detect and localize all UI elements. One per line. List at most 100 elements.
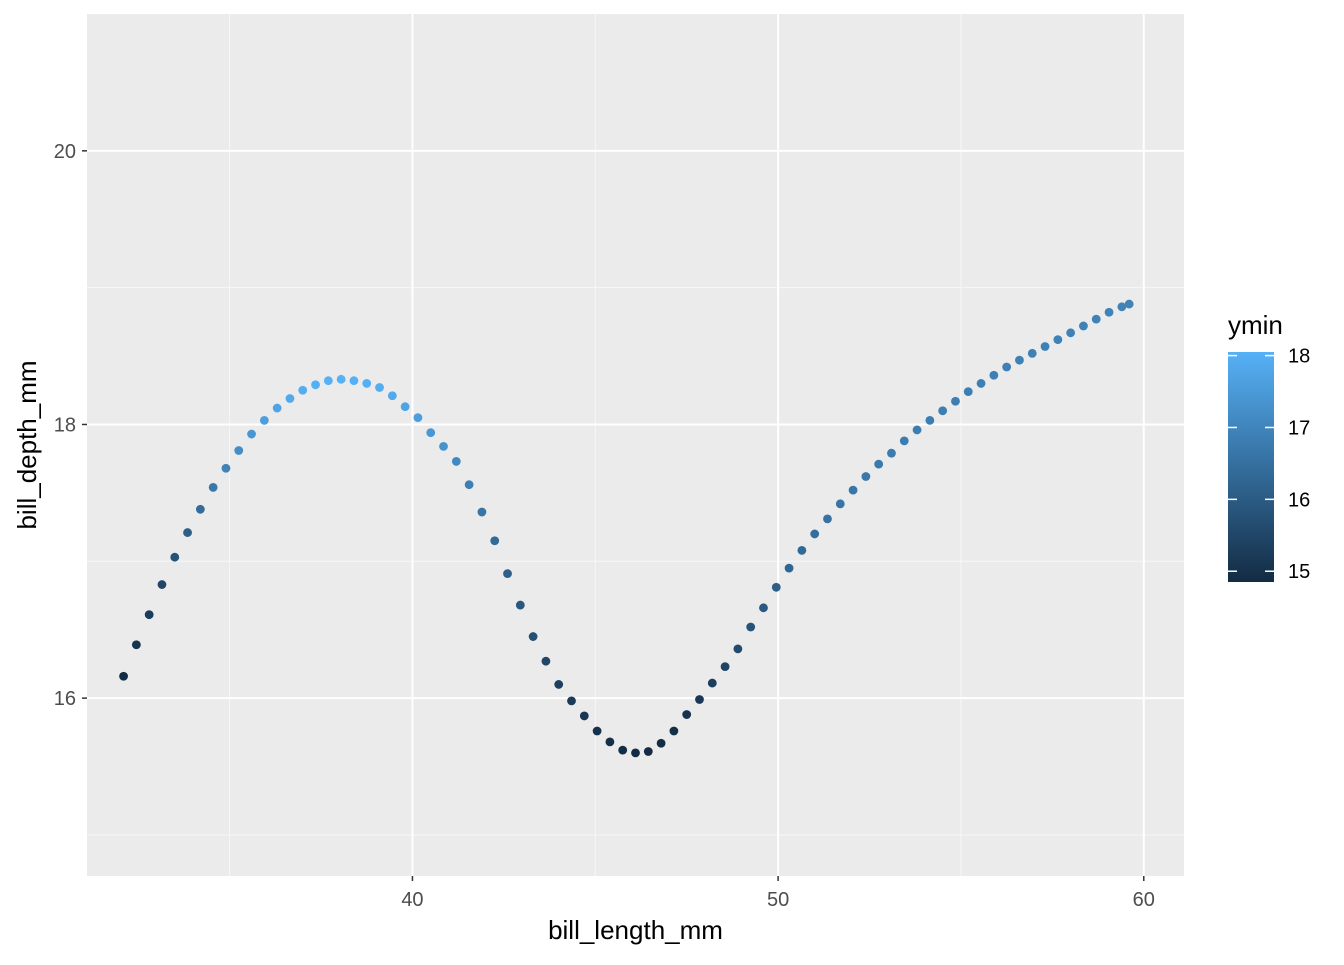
data-point bbox=[515, 600, 525, 610]
legend-label: 15 bbox=[1288, 561, 1310, 583]
data-point bbox=[989, 370, 999, 380]
y-tick-label: 18 bbox=[54, 414, 76, 436]
legend-label: 18 bbox=[1288, 346, 1310, 368]
data-point bbox=[810, 529, 820, 539]
data-point bbox=[746, 622, 756, 632]
data-point bbox=[938, 406, 948, 416]
data-point bbox=[195, 504, 205, 514]
data-point bbox=[759, 603, 768, 613]
data-point bbox=[413, 413, 423, 423]
data-point bbox=[1117, 302, 1127, 312]
data-point bbox=[848, 485, 858, 495]
data-point bbox=[157, 580, 167, 589]
data-point bbox=[323, 376, 333, 386]
data-point bbox=[298, 385, 308, 395]
data-point bbox=[707, 678, 717, 688]
data-point bbox=[951, 396, 960, 406]
data-point bbox=[567, 696, 576, 706]
data-point bbox=[963, 387, 973, 397]
data-point bbox=[311, 380, 320, 390]
data-point bbox=[771, 582, 781, 592]
data-point bbox=[695, 695, 704, 704]
y-axis-title: bill_depth_mm bbox=[12, 360, 42, 529]
data-point bbox=[451, 457, 461, 466]
data-point bbox=[835, 499, 845, 509]
legend-colorbar bbox=[1228, 352, 1274, 582]
data-point bbox=[119, 671, 128, 681]
color-legend: ymin 15 16 17 18 bbox=[1228, 310, 1310, 583]
x-tick-label: 60 bbox=[1133, 889, 1155, 911]
data-point bbox=[234, 446, 244, 455]
data-point bbox=[1053, 335, 1063, 345]
data-point bbox=[503, 569, 512, 579]
y-tick-label: 20 bbox=[54, 141, 76, 163]
data-point bbox=[375, 383, 384, 392]
data-point bbox=[208, 483, 218, 492]
data-point bbox=[861, 472, 871, 481]
legend-label: 16 bbox=[1288, 489, 1310, 511]
data-point bbox=[247, 429, 256, 439]
data-point bbox=[285, 394, 295, 403]
data-point bbox=[669, 726, 679, 736]
data-point bbox=[464, 480, 474, 490]
data-point bbox=[1091, 314, 1101, 324]
y-axis: 16 18 20 bbox=[54, 141, 87, 710]
data-point bbox=[400, 402, 410, 412]
data-point bbox=[656, 738, 666, 748]
data-point bbox=[823, 514, 832, 524]
x-tick-label: 40 bbox=[401, 889, 423, 911]
data-point bbox=[682, 710, 692, 719]
y-tick-label: 16 bbox=[54, 688, 76, 710]
data-point bbox=[131, 640, 141, 650]
data-point bbox=[797, 545, 807, 555]
data-point bbox=[899, 436, 909, 446]
data-point bbox=[605, 737, 615, 747]
legend-ticks: 15 16 17 18 bbox=[1228, 346, 1310, 583]
data-point bbox=[439, 441, 448, 451]
data-point bbox=[1040, 342, 1050, 351]
data-point bbox=[720, 662, 730, 672]
data-point bbox=[592, 726, 602, 736]
data-point bbox=[528, 632, 538, 641]
data-point bbox=[221, 463, 231, 473]
data-point bbox=[1066, 328, 1076, 338]
x-tick-label: 50 bbox=[767, 889, 789, 911]
data-point bbox=[1124, 299, 1134, 309]
data-point bbox=[170, 552, 180, 562]
data-point bbox=[426, 428, 436, 438]
data-point bbox=[631, 748, 640, 758]
data-point bbox=[1104, 307, 1114, 317]
data-point bbox=[362, 379, 372, 388]
data-point bbox=[874, 459, 884, 469]
minor-gridlines bbox=[87, 14, 1184, 876]
data-point bbox=[618, 745, 628, 755]
data-point bbox=[579, 711, 589, 721]
data-point bbox=[925, 415, 935, 425]
data-point bbox=[784, 563, 794, 573]
data-point bbox=[490, 536, 500, 546]
data-point bbox=[272, 403, 282, 413]
legend-label: 17 bbox=[1288, 417, 1310, 439]
data-point bbox=[183, 528, 192, 537]
data-point bbox=[643, 747, 653, 756]
major-gridlines bbox=[87, 14, 1184, 876]
legend-title: ymin bbox=[1228, 310, 1283, 340]
data-point bbox=[912, 425, 922, 435]
data-point bbox=[387, 391, 397, 401]
data-point bbox=[1002, 362, 1012, 372]
data-point bbox=[541, 656, 551, 666]
data-point bbox=[349, 376, 359, 386]
data-point bbox=[477, 507, 487, 517]
data-point bbox=[554, 680, 564, 689]
data-point bbox=[1027, 348, 1037, 358]
data-point bbox=[1015, 355, 1024, 365]
data-point bbox=[733, 644, 743, 654]
plot-panel bbox=[87, 14, 1184, 876]
data-point bbox=[887, 448, 896, 458]
data-point bbox=[1079, 321, 1088, 331]
x-axis: 40 50 60 bbox=[401, 876, 1155, 911]
x-axis-title: bill_length_mm bbox=[548, 915, 723, 945]
data-points bbox=[119, 299, 1134, 758]
